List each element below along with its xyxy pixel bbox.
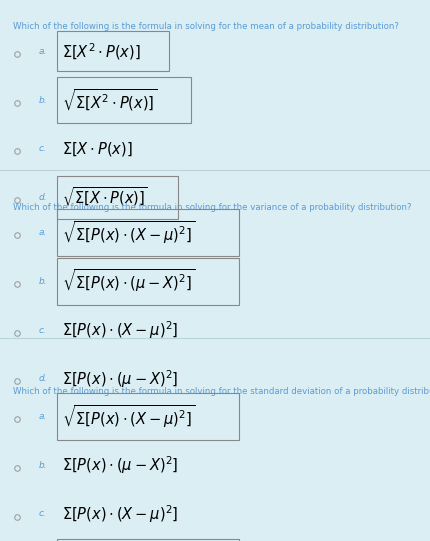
Text: a.: a. [39,47,47,56]
Text: b.: b. [39,461,47,470]
Text: b.: b. [39,277,47,286]
Text: $\Sigma[X^2 \cdot P(x)]$: $\Sigma[X^2 \cdot P(x)]$ [62,41,141,62]
Text: $\sqrt{\Sigma[X^2 \cdot P(x)]}$: $\sqrt{\Sigma[X^2 \cdot P(x)]}$ [62,88,158,113]
Text: c.: c. [39,326,46,334]
Text: c.: c. [39,510,46,518]
Text: $\sqrt{\Sigma[X \cdot P(x)]}$: $\sqrt{\Sigma[X \cdot P(x)]}$ [62,186,148,209]
Text: $\Sigma[P(x) \cdot (\mu - X)^2]$: $\Sigma[P(x) \cdot (\mu - X)^2]$ [62,368,179,390]
Text: c.: c. [39,144,46,153]
Text: $\Sigma[P(x) \cdot (X - \mu)^2]$: $\Sigma[P(x) \cdot (X - \mu)^2]$ [62,503,179,525]
Text: $\Sigma[X \cdot P(x)]$: $\Sigma[X \cdot P(x)]$ [62,140,133,158]
Text: a.: a. [39,228,47,237]
Text: $\sqrt{\Sigma[P(x) \cdot (X - \mu)^2]}$: $\sqrt{\Sigma[P(x) \cdot (X - \mu)^2]}$ [62,404,196,430]
Text: d.: d. [39,374,47,383]
Text: b.: b. [39,96,47,104]
Text: $\Sigma[P(x) \cdot (\mu - X)^2]$: $\Sigma[P(x) \cdot (\mu - X)^2]$ [62,454,179,476]
Text: $\Sigma[P(x) \cdot (X - \mu)^2]$: $\Sigma[P(x) \cdot (X - \mu)^2]$ [62,319,179,341]
Text: a.: a. [39,412,47,421]
Text: $\sqrt{\Sigma[P(x) \cdot (\mu - X)^2]}$: $\sqrt{\Sigma[P(x) \cdot (\mu - X)^2]}$ [62,268,196,294]
Text: Which of the following is the formula in solving for the standard deviation of a: Which of the following is the formula in… [13,387,430,396]
Text: Which of the following is the formula in solving for the mean of a probability d: Which of the following is the formula in… [13,22,399,31]
Text: d.: d. [39,193,47,202]
Text: $\sqrt{\Sigma[P(x) \cdot (X - \mu)^2]}$: $\sqrt{\Sigma[P(x) \cdot (X - \mu)^2]}$ [62,220,196,246]
Text: Which of the following is the formula in solving for the variance of a probabili: Which of the following is the formula in… [13,203,412,212]
